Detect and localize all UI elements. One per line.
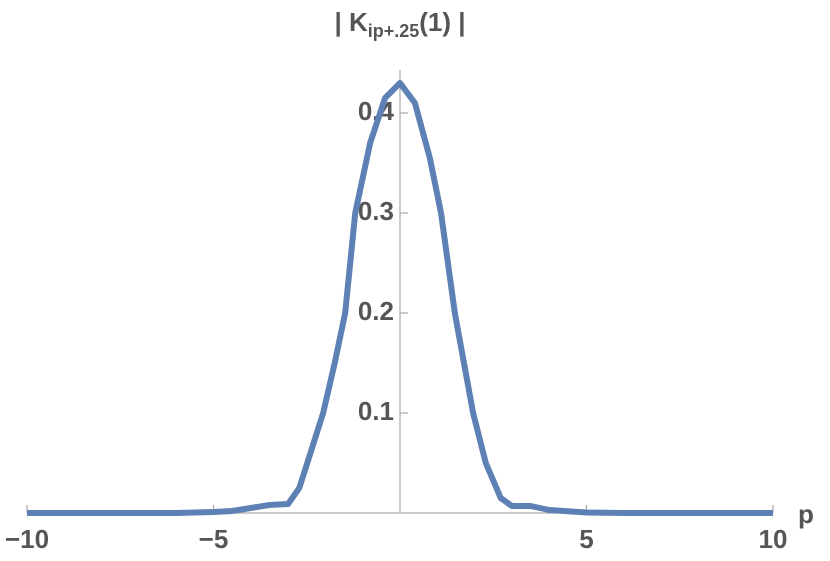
y-label-tail: (1) |	[419, 7, 465, 37]
x-axis-label: p	[798, 499, 814, 529]
x-tick-label: 5	[579, 524, 593, 554]
y-axis-label: | Kip+.25(1) |	[334, 7, 465, 41]
y-tick-label: 0.1	[358, 396, 394, 426]
y-label-main: | K	[334, 7, 367, 37]
x-tick-label: −10	[5, 524, 49, 554]
y-label-sub: ip+.25	[368, 21, 420, 41]
x-tick-label: 10	[759, 524, 788, 554]
y-tick-label: 0.3	[358, 196, 394, 226]
line-series	[27, 80, 773, 516]
x-tick-label: −5	[199, 524, 229, 554]
y-tick-label: 0.2	[358, 296, 394, 326]
